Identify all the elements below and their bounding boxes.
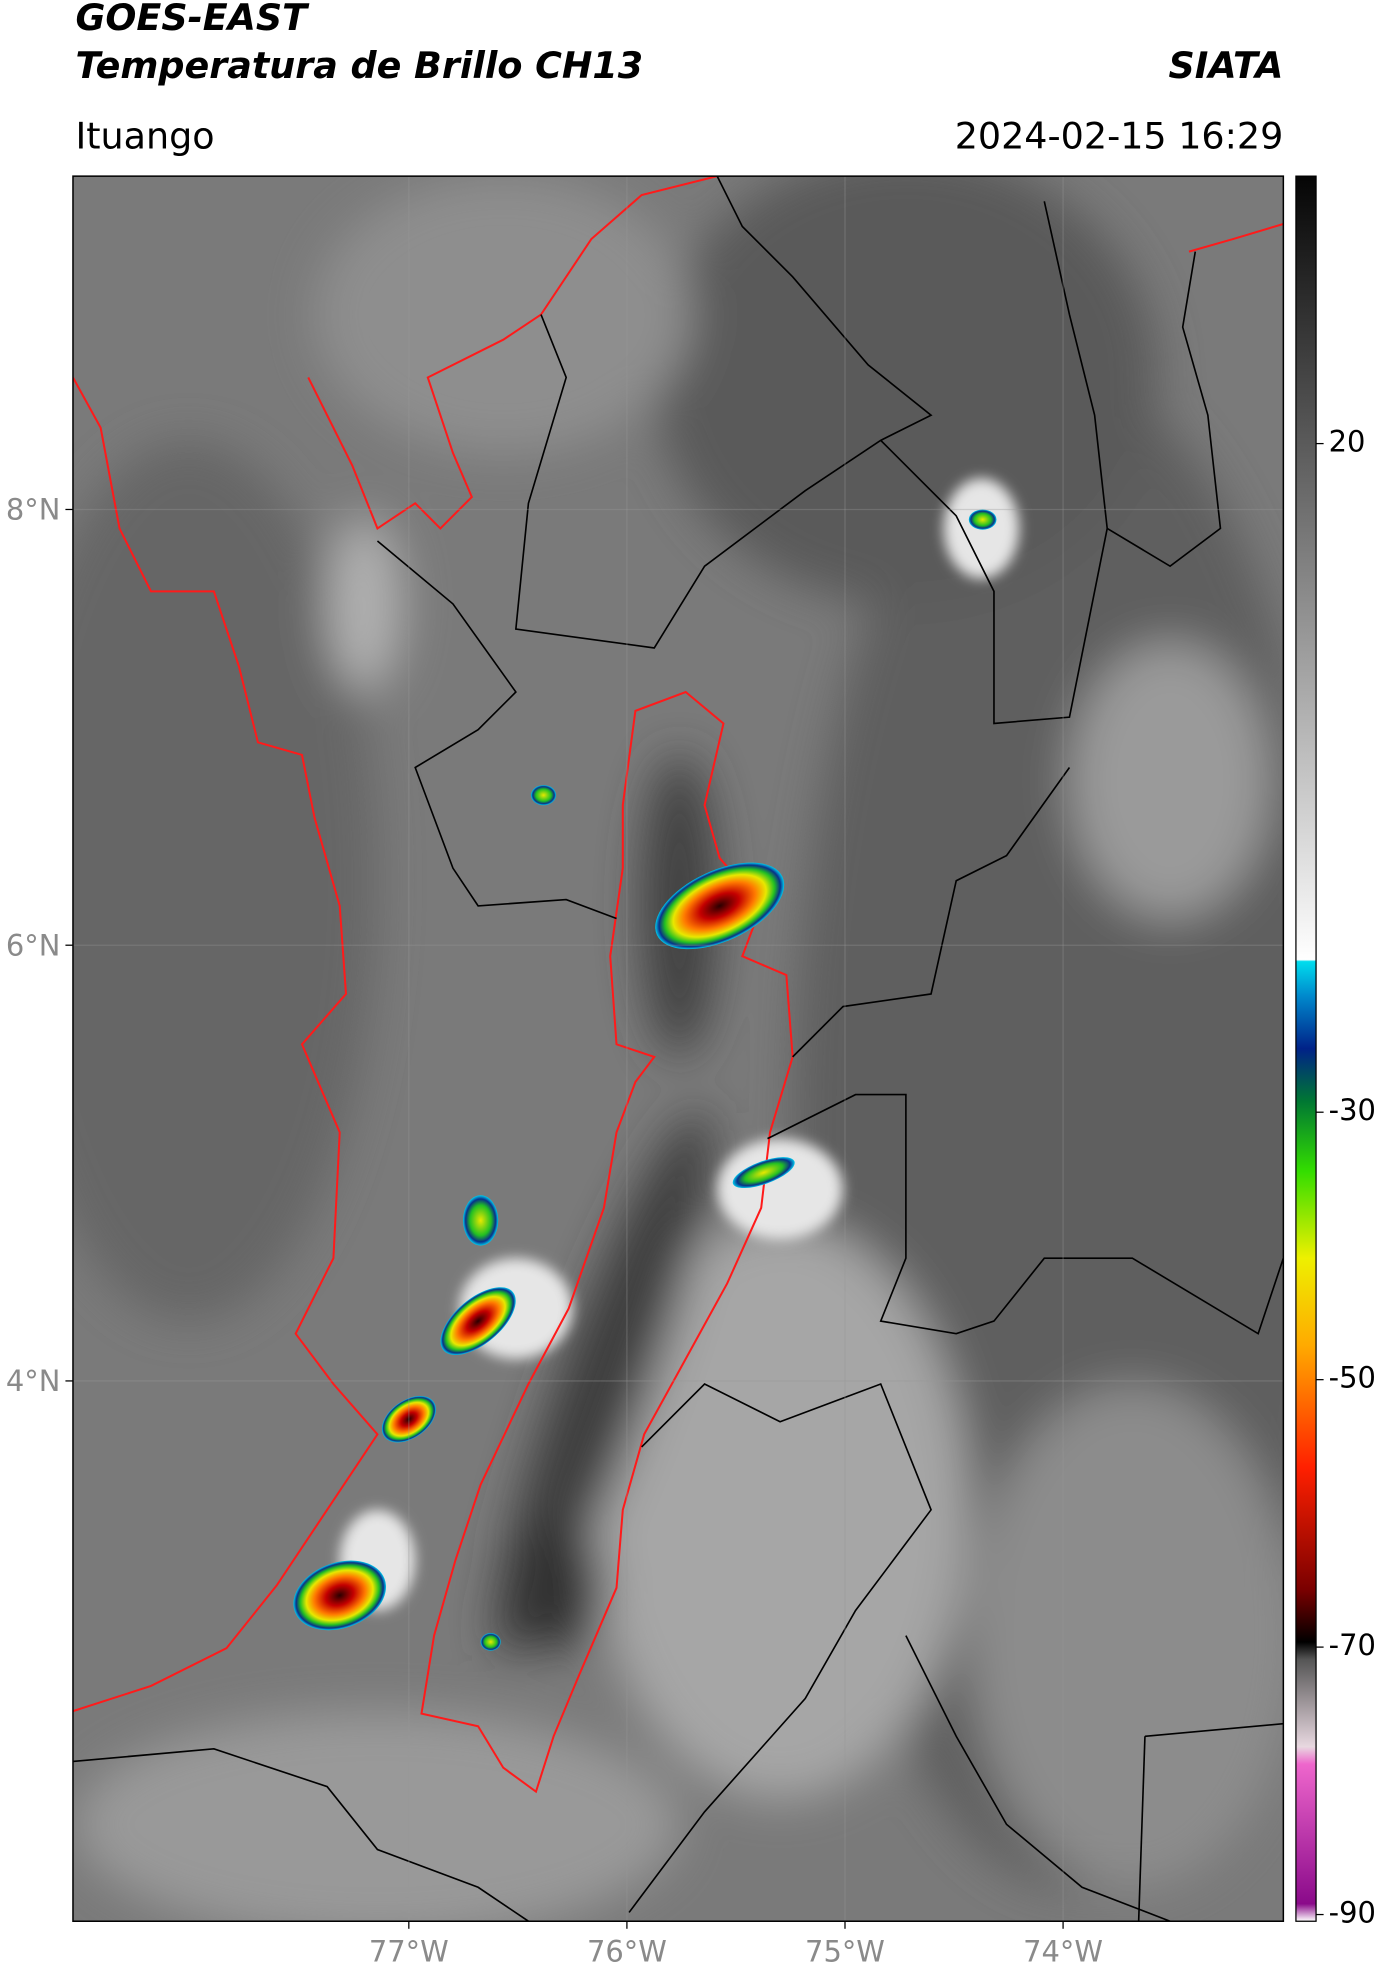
graticule: 77°W 76°W 75°W 74°W 8°N 6°N 4°N <box>6 176 1284 1968</box>
map-frame <box>72 175 1285 1922</box>
y-tick-label: 8°N <box>6 493 61 527</box>
x-tick-label: 75°W <box>805 1934 885 1968</box>
subtitle: Temperatura de Brillo CH13 <box>75 44 643 87</box>
colorbar <box>1295 175 1317 1922</box>
satellite-image <box>72 176 1284 1922</box>
x-tick-label: 74°W <box>1023 1934 1103 1968</box>
y-tick-label: 6°N <box>6 928 61 962</box>
colorbar-tick-label: -90 <box>1329 1896 1376 1930</box>
location: Ituango <box>75 114 214 157</box>
convective-cells <box>293 509 997 1651</box>
colorbar-tick-label: -30 <box>1329 1093 1376 1127</box>
colorbar-ticks: 20 -30 -50 -70 -90 <box>1316 425 1376 1930</box>
y-tick-label: 4°N <box>6 1364 61 1398</box>
colorbar-tick-label: -70 <box>1329 1628 1376 1662</box>
colorbar-tick-label: 20 <box>1329 425 1366 459</box>
title: GOES-EAST <box>75 0 310 39</box>
x-tick-label: 77°W <box>369 1934 449 1968</box>
x-tick-label: 76°W <box>587 1934 667 1968</box>
datetime: 2024-02-15 16:29 <box>955 114 1284 157</box>
source: SIATA <box>1169 44 1284 87</box>
colorbar-tick-label: -50 <box>1329 1361 1376 1395</box>
